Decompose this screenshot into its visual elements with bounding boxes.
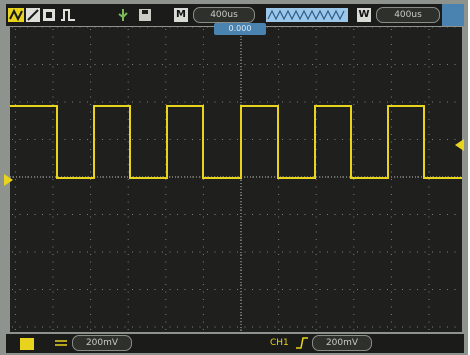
waveform-plot bbox=[10, 27, 462, 332]
window-badge: W bbox=[357, 8, 371, 22]
timebase-readout[interactable]: 400us bbox=[193, 7, 255, 23]
window-timebase-readout[interactable]: 400us bbox=[376, 7, 440, 23]
memory-icon[interactable] bbox=[42, 8, 56, 22]
coupling-icon bbox=[55, 340, 67, 346]
run-stop-icon[interactable] bbox=[8, 8, 24, 22]
square-wave-icon bbox=[61, 9, 75, 21]
trigger-level-readout[interactable]: 200mV bbox=[312, 335, 372, 351]
trigger-position-readout: 0.000 bbox=[214, 23, 266, 35]
channel1-square-wave bbox=[10, 105, 462, 179]
waveform-bar-icon bbox=[266, 8, 348, 22]
channel1-indicator-icon bbox=[20, 338, 34, 350]
menu-tab[interactable] bbox=[442, 4, 464, 26]
trigger-channel-label: CH1 bbox=[270, 338, 289, 348]
trigger-level-marker-icon[interactable] bbox=[454, 139, 464, 151]
channel1-scale-readout[interactable]: 200mV bbox=[72, 335, 132, 351]
edge-icon[interactable] bbox=[26, 8, 40, 22]
mode-badge: M bbox=[174, 8, 188, 22]
waveform-display bbox=[10, 27, 462, 332]
bottom-status-bar: 200mV CH1 200mV bbox=[6, 334, 464, 353]
channel-marker-icon[interactable] bbox=[4, 174, 14, 186]
save-icon[interactable] bbox=[138, 8, 152, 22]
usb-icon bbox=[118, 9, 128, 21]
top-status-bar: M 400us W 400us bbox=[6, 4, 464, 26]
trigger-edge-icon bbox=[296, 337, 308, 349]
